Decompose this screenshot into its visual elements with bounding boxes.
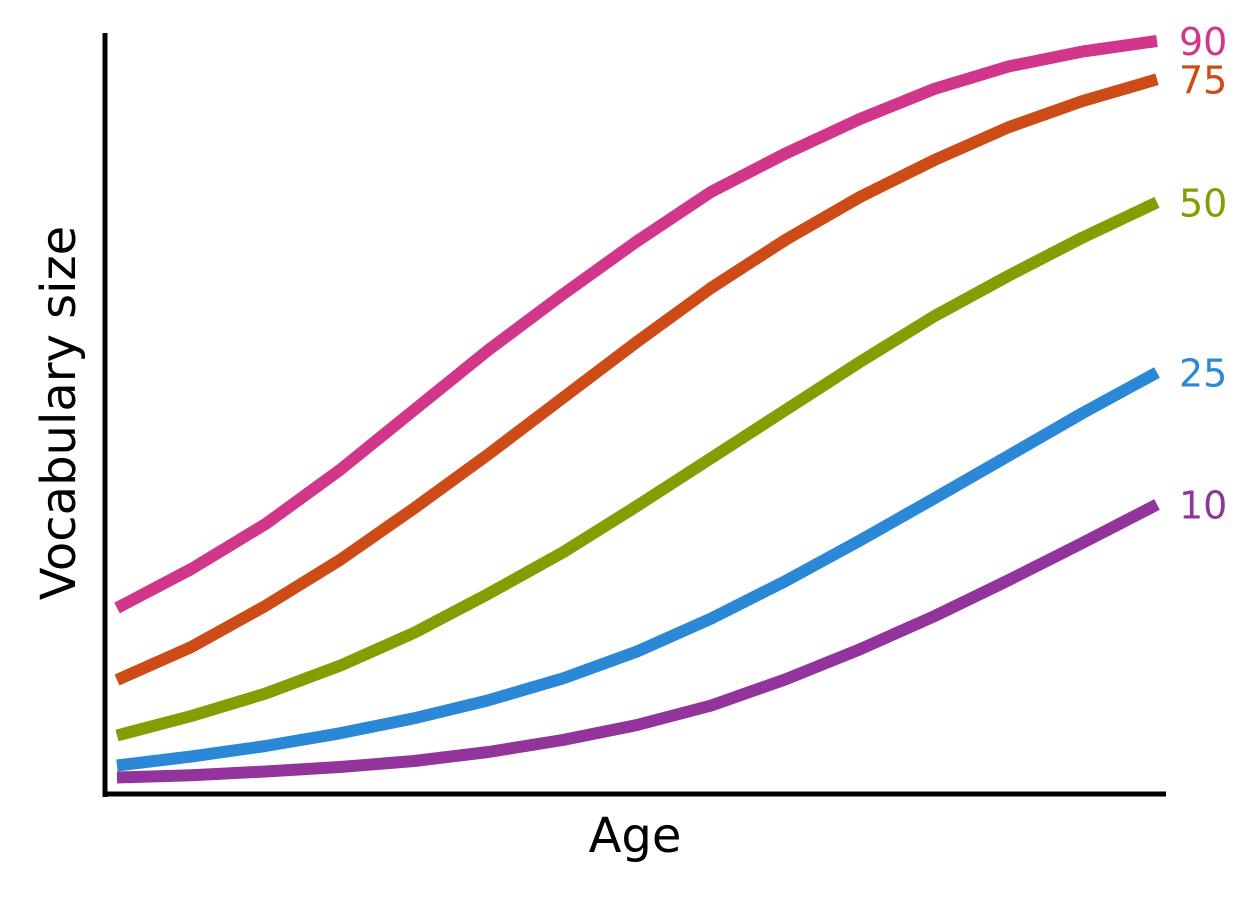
x-axis-title: Age <box>589 808 682 864</box>
series-label-25: 25 <box>1179 352 1227 396</box>
series-line-25 <box>116 367 1160 772</box>
series-line-75 <box>114 73 1159 686</box>
series-line-90 <box>114 35 1158 614</box>
series-label-10: 10 <box>1179 484 1227 528</box>
series-line-10 <box>116 499 1160 784</box>
y-axis-title: Vocabulary size <box>31 226 87 600</box>
series-line-50 <box>115 196 1160 742</box>
series-label-90: 90 <box>1179 20 1227 64</box>
series-label-50: 50 <box>1179 181 1227 225</box>
series-lines <box>114 35 1160 784</box>
series-label-75: 75 <box>1179 58 1227 102</box>
